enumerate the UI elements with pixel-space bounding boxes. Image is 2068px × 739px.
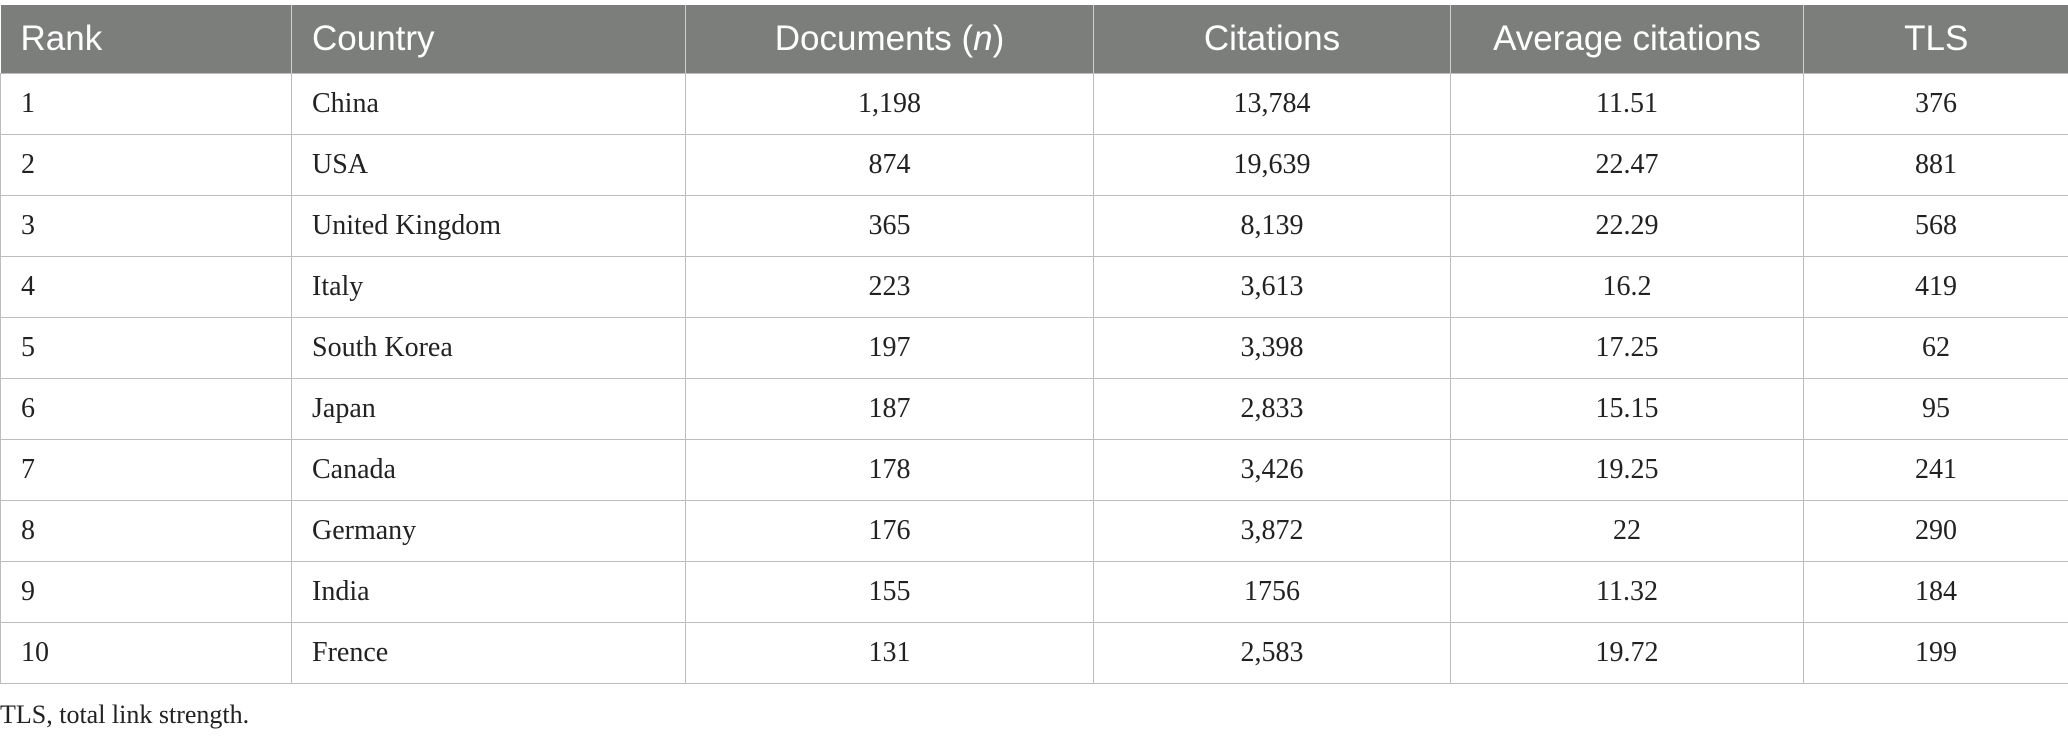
cell-average-citations: 11.32: [1450, 561, 1804, 623]
cell-rank: 4: [0, 256, 292, 318]
cell-average-citations: 19.25: [1450, 439, 1804, 501]
table-row: 5 South Korea 197 3,398 17.25 62: [0, 317, 2068, 379]
table-row: 4 Italy 223 3,613 16.2 419: [0, 256, 2068, 318]
table-row: 9 India 155 1756 11.32 184: [0, 561, 2068, 623]
cell-country: South Korea: [291, 317, 686, 379]
header-documents-suffix: ): [992, 19, 1005, 58]
cell-country: Canada: [291, 439, 686, 501]
cell-average-citations: 15.15: [1450, 378, 1804, 440]
cell-citations: 3,613: [1093, 256, 1451, 318]
cell-documents: 155: [685, 561, 1094, 623]
cell-documents: 874: [685, 134, 1094, 196]
cell-citations: 3,398: [1093, 317, 1451, 379]
table-row: 2 USA 874 19,639 22.47 881: [0, 134, 2068, 196]
cell-average-citations: 22.47: [1450, 134, 1804, 196]
header-documents: Documents (n): [685, 5, 1094, 74]
cell-citations: 13,784: [1093, 73, 1451, 135]
cell-average-citations: 16.2: [1450, 256, 1804, 318]
cell-rank: 6: [0, 378, 292, 440]
cell-citations: 3,872: [1093, 500, 1451, 562]
cell-tls: 419: [1803, 256, 2068, 318]
cell-rank: 7: [0, 439, 292, 501]
cell-tls: 199: [1803, 622, 2068, 684]
cell-rank: 3: [0, 195, 292, 257]
cell-citations: 8,139: [1093, 195, 1451, 257]
cell-citations: 1756: [1093, 561, 1451, 623]
table-footnote: TLS, total link strength.: [0, 700, 250, 729]
header-rank: Rank: [0, 5, 292, 74]
cell-country: Japan: [291, 378, 686, 440]
cell-rank: 5: [0, 317, 292, 379]
cell-citations: 2,833: [1093, 378, 1451, 440]
cell-tls: 568: [1803, 195, 2068, 257]
country-ranking-table-container: Rank Country Documents (n) Citations Ave…: [0, 5, 2068, 684]
cell-documents: 223: [685, 256, 1094, 318]
cell-country: United Kingdom: [291, 195, 686, 257]
cell-rank: 9: [0, 561, 292, 623]
table-row: 1 China 1,198 13,784 11.51 376: [0, 73, 2068, 135]
cell-tls: 376: [1803, 73, 2068, 135]
table-header-row: Rank Country Documents (n) Citations Ave…: [0, 5, 2068, 74]
cell-country: USA: [291, 134, 686, 196]
cell-tls: 62: [1803, 317, 2068, 379]
country-ranking-table: Rank Country Documents (n) Citations Ave…: [0, 5, 2068, 684]
cell-documents: 197: [685, 317, 1094, 379]
header-country: Country: [291, 5, 686, 74]
cell-tls: 881: [1803, 134, 2068, 196]
cell-country: India: [291, 561, 686, 623]
cell-documents: 131: [685, 622, 1094, 684]
cell-citations: 19,639: [1093, 134, 1451, 196]
header-documents-italic: n: [973, 19, 993, 58]
cell-average-citations: 17.25: [1450, 317, 1804, 379]
cell-rank: 8: [0, 500, 292, 562]
cell-country: Italy: [291, 256, 686, 318]
cell-rank: 10: [0, 622, 292, 684]
cell-average-citations: 11.51: [1450, 73, 1804, 135]
header-tls: TLS: [1803, 5, 2068, 74]
table-row: 8 Germany 176 3,872 22 290: [0, 500, 2068, 562]
cell-tls: 95: [1803, 378, 2068, 440]
cell-citations: 3,426: [1093, 439, 1451, 501]
cell-average-citations: 22: [1450, 500, 1804, 562]
cell-country: China: [291, 73, 686, 135]
cell-documents: 176: [685, 500, 1094, 562]
cell-average-citations: 19.72: [1450, 622, 1804, 684]
table-row: 7 Canada 178 3,426 19.25 241: [0, 439, 2068, 501]
cell-country: Germany: [291, 500, 686, 562]
header-citations: Citations: [1093, 5, 1451, 74]
table-row: 3 United Kingdom 365 8,139 22.29 568: [0, 195, 2068, 257]
cell-rank: 1: [0, 73, 292, 135]
cell-documents: 1,198: [685, 73, 1094, 135]
cell-documents: 178: [685, 439, 1094, 501]
cell-country: Frence: [291, 622, 686, 684]
cell-tls: 290: [1803, 500, 2068, 562]
cell-citations: 2,583: [1093, 622, 1451, 684]
cell-average-citations: 22.29: [1450, 195, 1804, 257]
cell-documents: 187: [685, 378, 1094, 440]
header-documents-prefix: Documents (: [774, 19, 974, 58]
cell-tls: 184: [1803, 561, 2068, 623]
table-row: 6 Japan 187 2,833 15.15 95: [0, 378, 2068, 440]
cell-documents: 365: [685, 195, 1094, 257]
header-average-citations: Average citations: [1450, 5, 1804, 74]
table-row: 10 Frence 131 2,583 19.72 199: [0, 622, 2068, 684]
cell-rank: 2: [0, 134, 292, 196]
cell-tls: 241: [1803, 439, 2068, 501]
